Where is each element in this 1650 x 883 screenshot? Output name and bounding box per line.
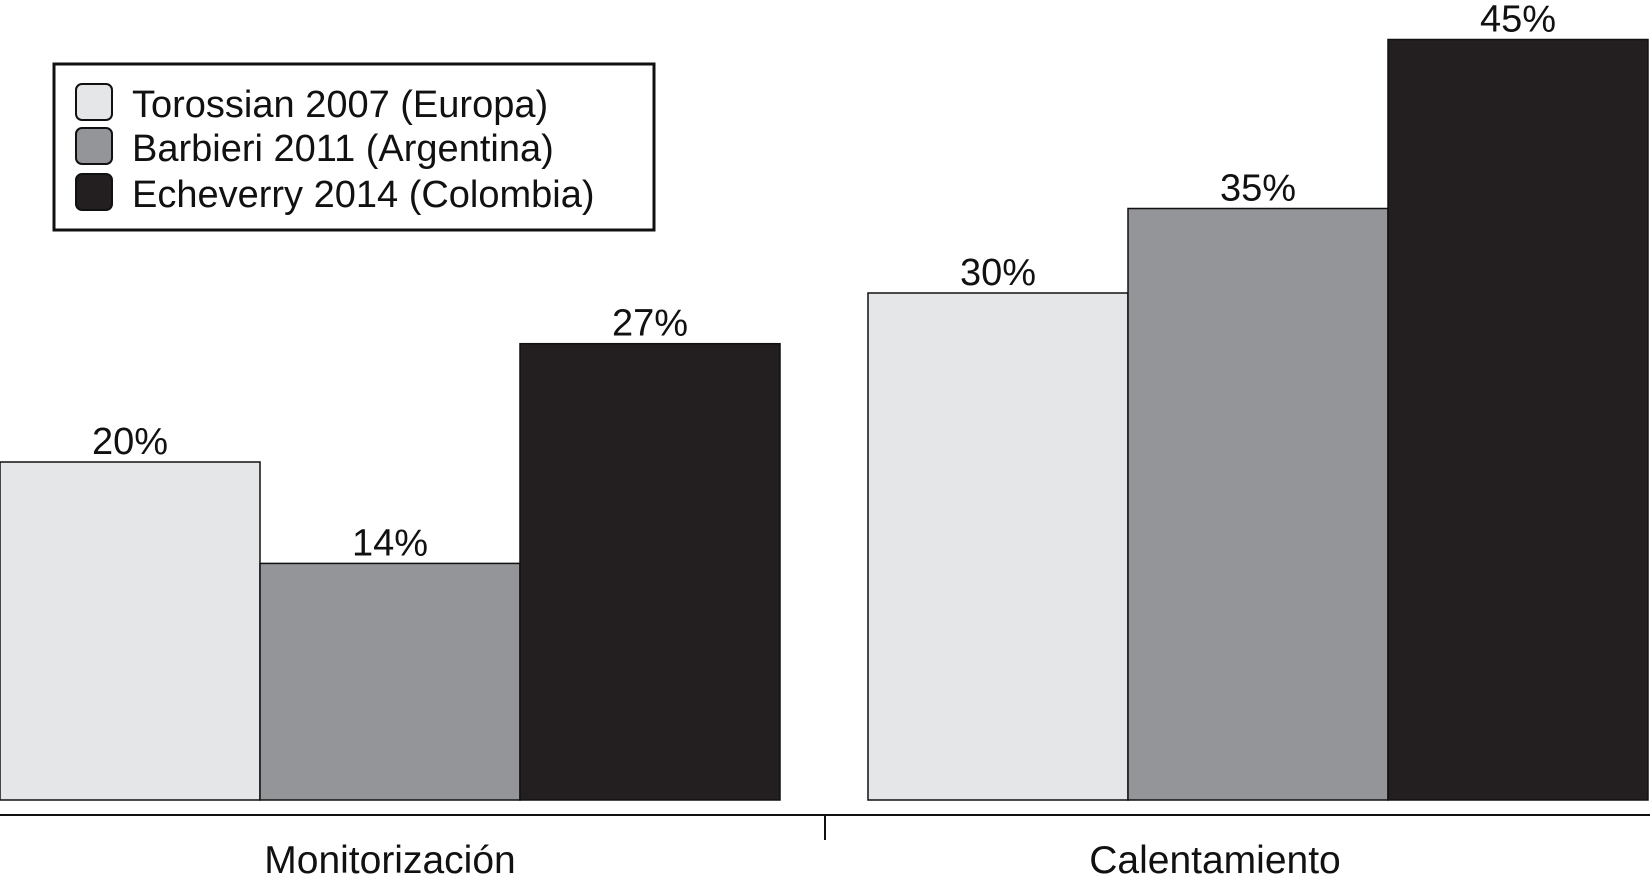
bar: [1127, 207, 1389, 801]
legend-label: Barbieri 2011 (Argentina): [132, 128, 554, 170]
bar: [519, 342, 781, 801]
legend-swatch: [75, 127, 113, 165]
legend: Torossian 2007 (Europa) Barbieri 2011 (A…: [52, 62, 656, 232]
category-label: Monitorización: [264, 839, 515, 882]
bars-layer: [0, 38, 1649, 801]
legend-box: [52, 62, 656, 232]
bar: [867, 292, 1129, 801]
legend-label: Torossian 2007 (Europa): [132, 84, 548, 126]
legend-label: Echeverry 2014 (Colombia): [132, 174, 595, 216]
bar: [259, 562, 521, 801]
legend-swatch: [75, 83, 113, 121]
value-labels-layer: 20% 14% 27% 30% 35% 45%: [92, 0, 1556, 564]
bar-value-label: 35%: [1220, 168, 1296, 210]
x-axis: [0, 814, 1650, 840]
legend-swatch: [75, 173, 113, 211]
bar: [1387, 38, 1649, 801]
bar-value-label: 45%: [1480, 0, 1556, 41]
bar-value-label: 20%: [92, 421, 168, 463]
bar-value-label: 30%: [960, 252, 1036, 294]
bar-value-label: 27%: [612, 303, 688, 345]
bar: [0, 461, 261, 801]
category-labels-layer: Monitorización Calentamiento: [264, 839, 1340, 882]
bar-value-label: 14%: [352, 522, 428, 564]
category-label: Calentamiento: [1089, 839, 1340, 882]
